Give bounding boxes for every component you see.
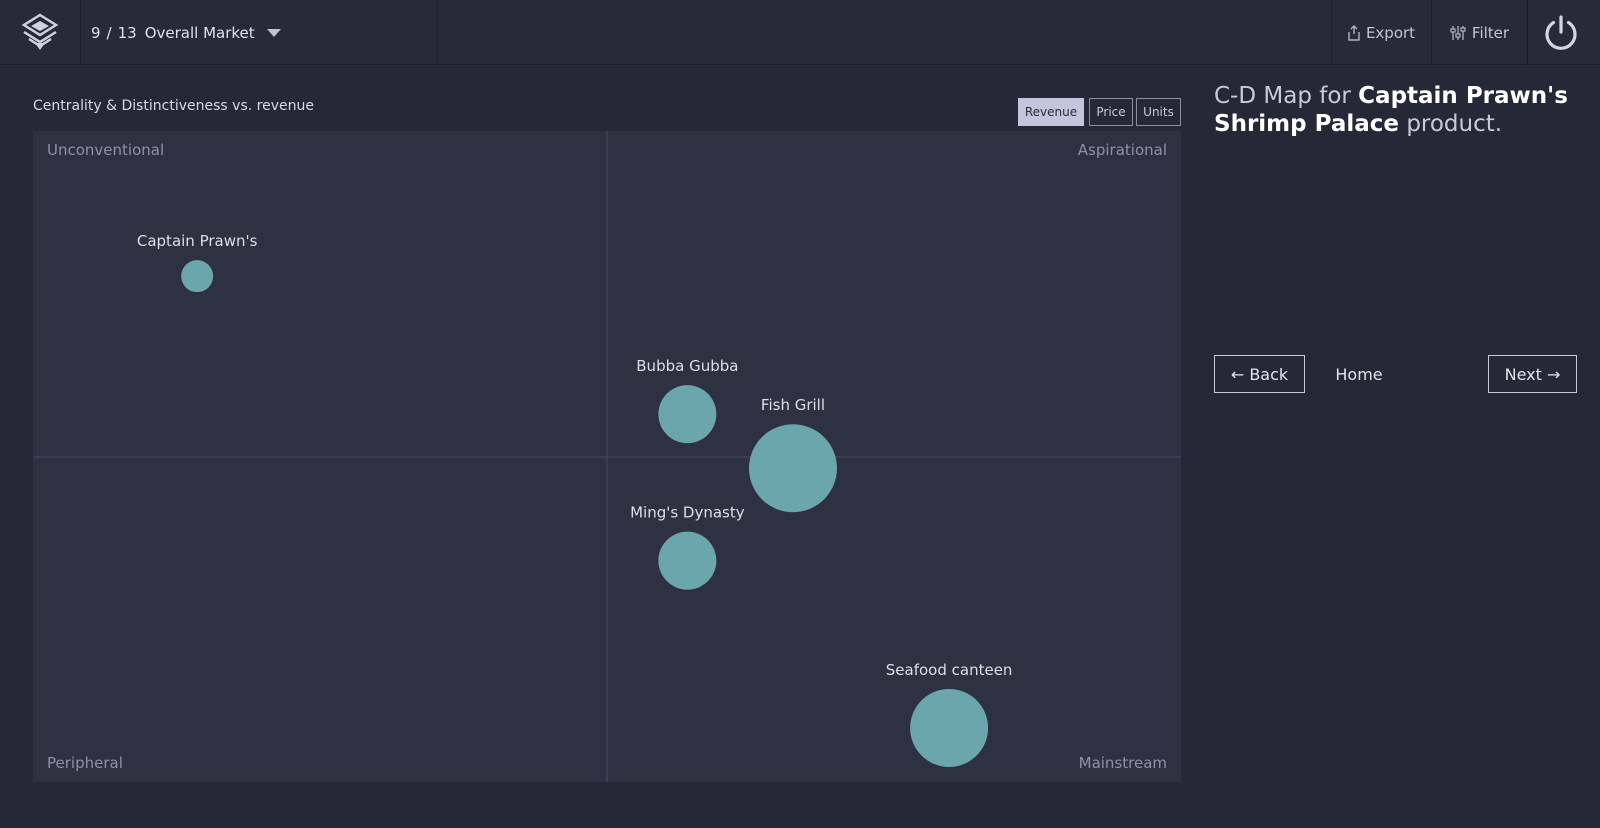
next-button[interactable]: Next → — [1488, 355, 1577, 393]
filter-button[interactable]: Filter — [1431, 0, 1527, 65]
top-bar: 9 / 13 Overall Market Export Filter — [0, 0, 1600, 65]
logo-icon — [21, 13, 59, 50]
cd-map-heading: C-D Map for Captain Prawn's Shrimp Palac… — [1214, 82, 1574, 138]
bubble-fish-grill[interactable] — [748, 424, 837, 513]
quadrant-label-unconventional: Unconventional — [47, 141, 165, 159]
back-button[interactable]: ← Back — [1214, 355, 1305, 393]
export-icon — [1348, 24, 1360, 41]
bubble-label: Fish Grill — [761, 396, 825, 414]
heading-suffix: product. — [1406, 111, 1503, 137]
chart-title: Centrality & Distinctiveness vs. revenue — [33, 98, 314, 114]
quadrant-label-mainstream: Mainstream — [1078, 754, 1167, 772]
export-button[interactable]: Export — [1331, 0, 1431, 65]
market-selector[interactable]: 9 / 13 Overall Market — [81, 0, 438, 65]
quadrant-label-aspirational: Aspirational — [1077, 141, 1167, 159]
bubbles-group: Captain Prawn's Bubba Gubba Fish Grill Ming… — [137, 232, 1013, 767]
cd-map-plot: Captain Prawn's Bubba Gubba Fish Grill Ming… — [33, 131, 1181, 782]
page-total: 13 — [117, 23, 137, 42]
power-icon — [1545, 14, 1577, 50]
quadrant-label-peripheral: Peripheral — [47, 754, 123, 772]
price-toggle[interactable]: Price — [1089, 98, 1133, 126]
app-logo[interactable] — [0, 0, 81, 65]
bubble-seafood-canteen[interactable] — [910, 688, 989, 767]
heading-brand: Captain Prawn's Shrimp Palace — [1214, 83, 1568, 137]
power-button[interactable] — [1527, 0, 1600, 65]
sliders-icon — [1450, 25, 1466, 40]
bubble-label: Captain Prawn's — [137, 232, 258, 250]
units-toggle[interactable]: Units — [1136, 98, 1181, 126]
home-link[interactable]: Home — [1335, 364, 1383, 384]
page-current: 9 — [91, 23, 101, 42]
market-label: Overall Market — [144, 23, 255, 42]
page-separator: / — [106, 23, 112, 42]
bubble-label: Bubba Gubba — [636, 357, 738, 375]
heading-prefix: C-D Map for — [1214, 83, 1351, 109]
chevron-down-icon — [266, 28, 281, 37]
export-label: Export — [1365, 23, 1416, 42]
bubble-ming-s-dynasty[interactable] — [658, 531, 717, 590]
bubble-label: Seafood canteen — [886, 661, 1013, 679]
bubble-captain-prawn-s[interactable] — [181, 260, 214, 293]
bubble-label: Ming's Dynasty — [630, 504, 745, 522]
revenue-toggle[interactable]: Revenue — [1018, 98, 1084, 126]
bubble-bubba-gubba[interactable] — [658, 385, 717, 444]
cd-map-svg: Captain Prawn's Bubba Gubba Fish Grill Ming… — [33, 131, 1181, 782]
filter-label: Filter — [1471, 23, 1510, 42]
